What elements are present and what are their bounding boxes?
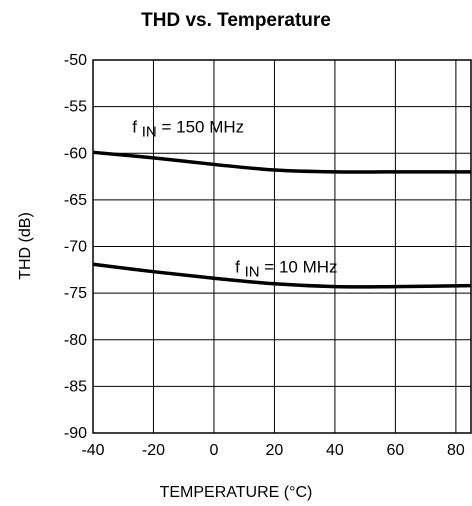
x-tick-label: -20 xyxy=(142,442,165,459)
x-tick-label: 0 xyxy=(210,442,219,459)
x-axis-label: TEMPERATURE (°C) xyxy=(160,484,313,501)
y-axis-label: THD (dB) xyxy=(17,212,34,280)
x-tick-label: 60 xyxy=(387,442,405,459)
series-label-150mhz: f IN = 150 MHz xyxy=(132,118,244,141)
x-tick-label: -40 xyxy=(81,442,104,459)
series-line-10mhz xyxy=(92,262,472,289)
series-label-10mhz: f IN = 10 MHz xyxy=(235,258,337,281)
x-tick-label: 40 xyxy=(326,442,344,459)
y-tick-label: -80 xyxy=(64,332,87,349)
series-line-150mhz xyxy=(92,150,471,174)
y-tick-label: -50 xyxy=(64,52,87,69)
y-tick-label: -85 xyxy=(64,378,87,395)
y-tick-label: -60 xyxy=(64,145,87,162)
x-tick-label: 20 xyxy=(266,442,284,459)
y-tick-label: -65 xyxy=(64,192,87,209)
chart-title: THD vs. Temperature xyxy=(141,10,331,31)
series-annotations: f IN = 150 MHz f IN = 10 MHz xyxy=(132,118,337,281)
y-tick-label: -70 xyxy=(64,239,87,256)
y-tick-label: -75 xyxy=(64,285,87,302)
grid xyxy=(92,59,471,434)
y-tick-labels: -50 -55 -60 -65 -70 -75 -80 -85 -90 xyxy=(64,52,87,442)
y-tick-label: -90 xyxy=(64,425,87,442)
y-tick-label: -55 xyxy=(64,99,87,116)
x-tick-labels: -40 -20 0 20 40 60 80 xyxy=(81,442,464,459)
series-layer xyxy=(92,150,472,289)
x-tick-label: 80 xyxy=(447,442,465,459)
plot-frame xyxy=(92,59,472,434)
